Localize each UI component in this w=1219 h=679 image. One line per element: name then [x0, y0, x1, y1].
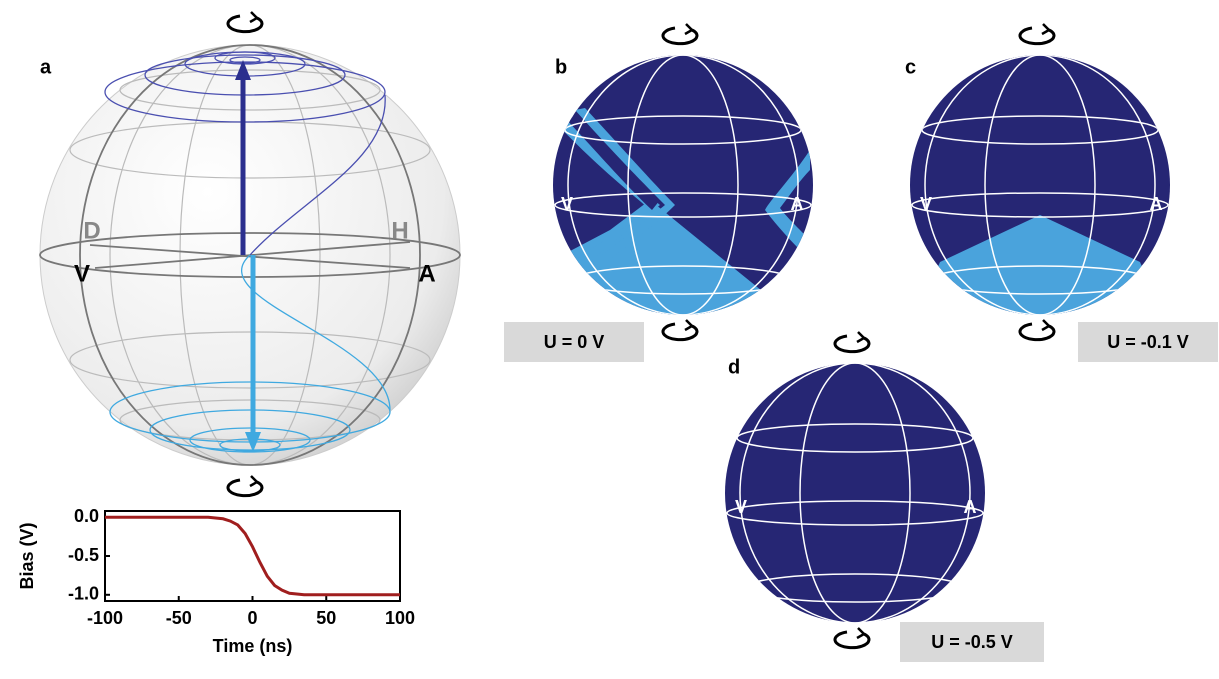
x-tick-label: 0 [247, 608, 257, 628]
voltage-label: U = -0.5 V [931, 632, 1013, 652]
x-tick-label: 100 [385, 608, 415, 628]
y-axis-label: Bias (V) [17, 522, 37, 589]
x-tick-label: 50 [316, 608, 336, 628]
bias-plot: -100 -50 0 50 100 0.0 -0.5 -1.0 Time (ns) Bias (V… [17, 506, 415, 656]
panel-label: d [728, 356, 740, 378]
axis-label: A [418, 260, 435, 287]
figure: a D H V A b V A U = 0 V c V A U [0, 0, 1219, 674]
y-tick-label: -1.0 [68, 584, 99, 604]
sphere-c [910, 24, 1170, 340]
axis-label: V [561, 194, 573, 214]
panel-label: c [905, 56, 916, 78]
y-tick-label: -0.5 [68, 545, 99, 565]
sphere-d [725, 332, 985, 648]
panel-label: a [40, 56, 52, 78]
x-axis-label: Time (ns) [213, 636, 293, 656]
axis-label: V [920, 194, 932, 214]
axis-label: H [391, 217, 408, 244]
data-line [105, 517, 400, 595]
bloch-sphere-a [40, 12, 460, 496]
axis-label: A [1150, 194, 1163, 214]
voltage-label: U = -0.1 V [1107, 332, 1189, 352]
axis-label: A [964, 497, 977, 517]
axis-label: V [735, 497, 747, 517]
y-tick-label: 0.0 [74, 506, 99, 526]
sphere-b [553, 24, 813, 340]
voltage-label: U = 0 V [544, 332, 605, 352]
x-tick-label: -50 [166, 608, 192, 628]
axis-label: V [74, 260, 90, 287]
x-tick-label: -100 [87, 608, 123, 628]
plot-frame [105, 511, 400, 601]
axis-label: A [791, 194, 804, 214]
axis-label: D [83, 217, 100, 244]
panel-label: b [555, 56, 567, 78]
